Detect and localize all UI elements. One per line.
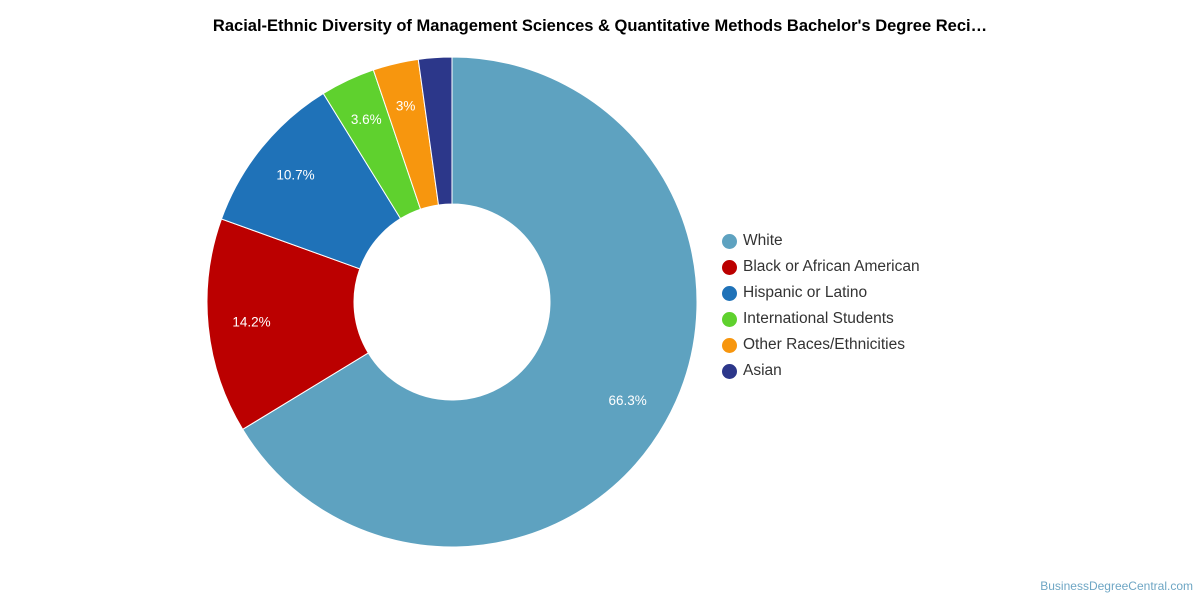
legend-item[interactable]: Black or African American bbox=[722, 254, 920, 280]
slice-data-label: 66.3% bbox=[609, 393, 647, 408]
legend-swatch bbox=[722, 233, 737, 249]
legend-item[interactable]: White bbox=[722, 228, 920, 254]
chart-title: Racial-Ethnic Diversity of Management Sc… bbox=[212, 17, 988, 35]
legend-item[interactable]: International Students bbox=[722, 306, 920, 332]
legend-label: White bbox=[743, 232, 783, 249]
legend-swatch bbox=[722, 285, 737, 301]
donut-slice-hispanic-or-latino[interactable] bbox=[220, 92, 402, 270]
legend-item[interactable]: Hispanic or Latino bbox=[722, 280, 920, 306]
legend-swatch bbox=[722, 337, 737, 353]
donut-slice-asian[interactable] bbox=[417, 56, 453, 206]
donut-slice-black-or-african-american[interactable] bbox=[206, 218, 369, 431]
slice-data-label: 10.7% bbox=[276, 168, 314, 183]
legend-label: Other Races/Ethnicities bbox=[743, 336, 905, 353]
legend-swatch bbox=[722, 363, 737, 379]
legend-item[interactable]: Other Races/Ethnicities bbox=[722, 332, 920, 358]
chart-legend: White Black or African American Hispanic o… bbox=[722, 228, 920, 384]
legend-label: Hispanic or Latino bbox=[743, 284, 868, 301]
legend-label: Asian bbox=[743, 362, 782, 379]
legend-label: Black or African American bbox=[743, 258, 920, 275]
slice-data-label: 14.2% bbox=[232, 315, 270, 330]
site-credit[interactable]: BusinessDegreeCentral.com bbox=[1040, 579, 1193, 593]
legend-item[interactable]: Asian bbox=[722, 358, 920, 384]
legend-label: International Students bbox=[743, 310, 894, 327]
slice-data-label: 3.6% bbox=[351, 112, 382, 127]
slice-data-label: 3% bbox=[396, 98, 416, 113]
legend-swatch bbox=[722, 311, 737, 327]
donut-slice-white[interactable] bbox=[242, 56, 698, 548]
legend-swatch bbox=[722, 259, 737, 275]
